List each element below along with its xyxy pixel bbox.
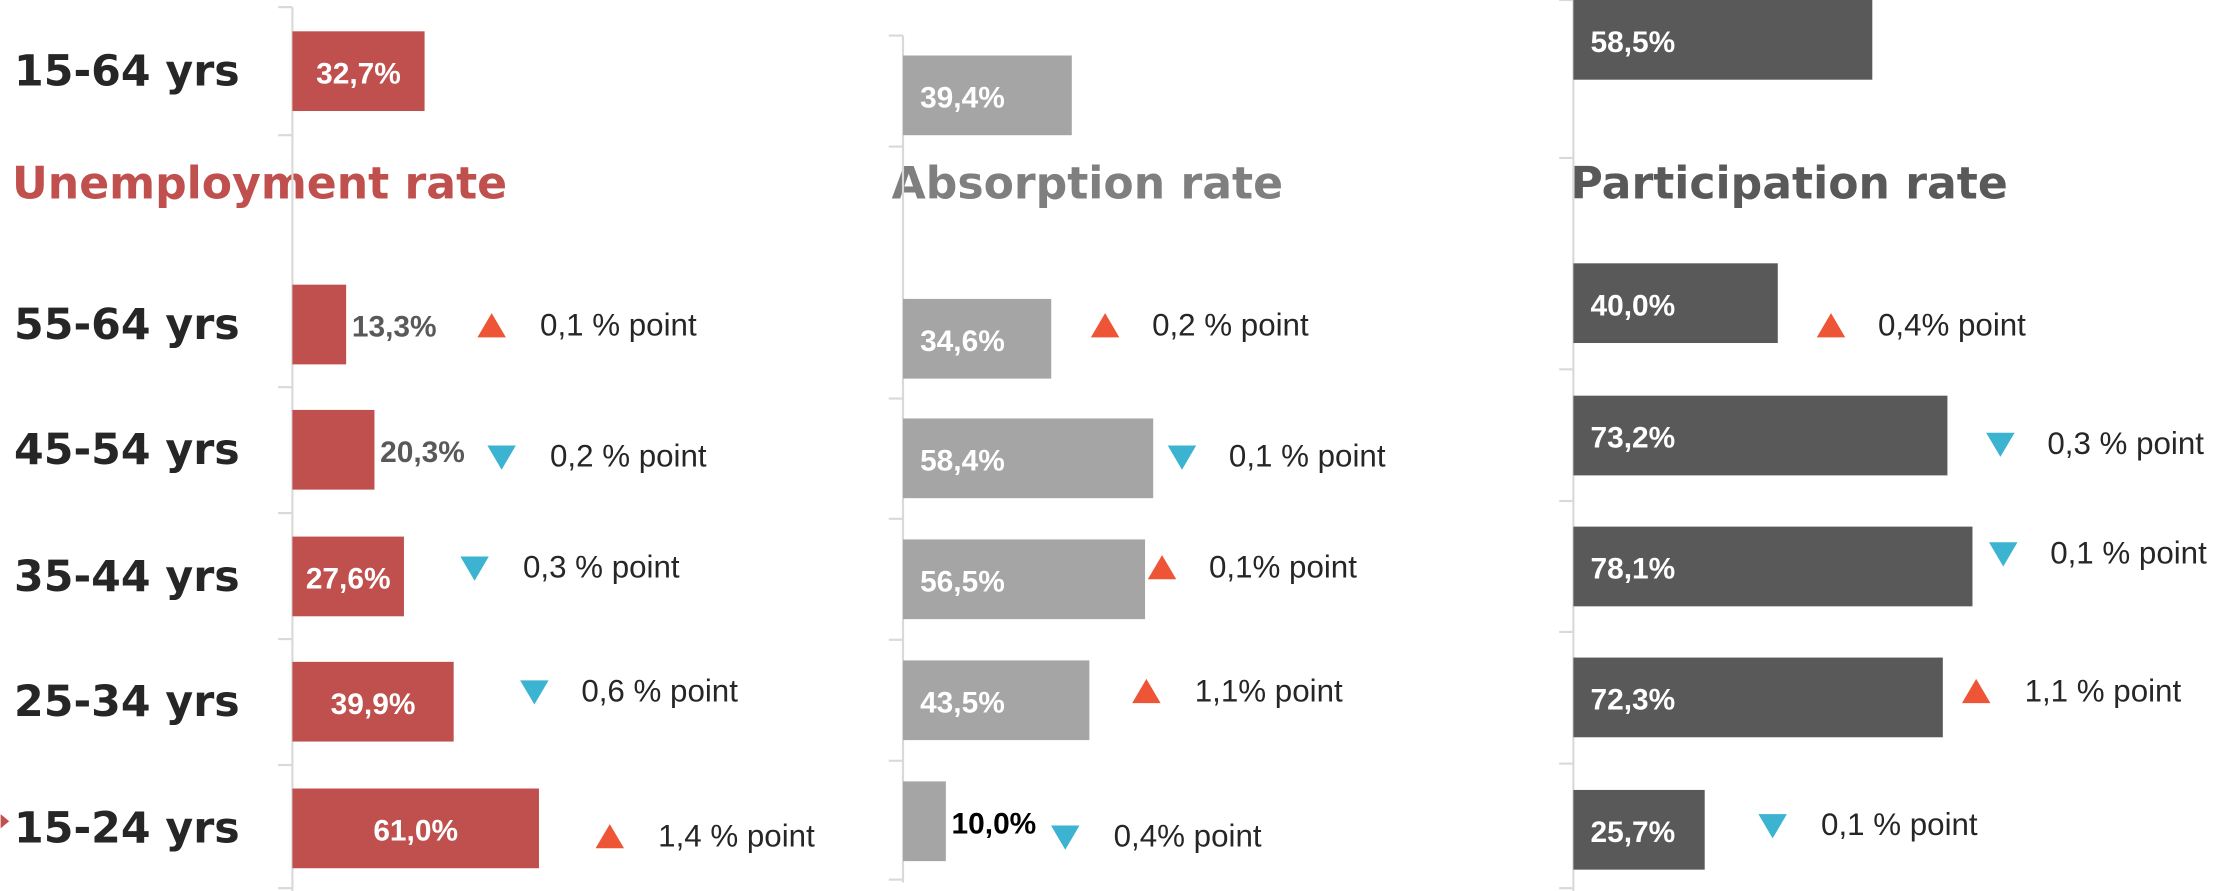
- category-label: 15-24 yrs: [14, 804, 240, 854]
- chart-title: Participation rate: [1571, 158, 2008, 209]
- category-label: 35-44 yrs: [14, 552, 240, 602]
- bar: [903, 55, 1072, 136]
- value-label: 39,9%: [331, 688, 416, 721]
- change-label: 0,3 % point: [2047, 426, 2204, 461]
- change-arrow: [477, 313, 506, 338]
- bar: [292, 536, 404, 617]
- change-label: 0,6 % point: [581, 673, 738, 708]
- change-label: 1,4 % point: [658, 819, 815, 854]
- chart-title: Unemployment rate: [12, 158, 507, 209]
- change-arrow: [595, 824, 625, 849]
- change-arrow: [1988, 542, 2018, 567]
- change-arrow: [1986, 432, 2015, 457]
- category-label: 25-34 yrs: [14, 677, 240, 727]
- change-arrow: [1167, 445, 1197, 470]
- bar: [292, 284, 347, 365]
- value-label: 58,4%: [920, 444, 1005, 477]
- change-arrow: [1816, 313, 1846, 338]
- value-label: 10,0%: [952, 807, 1037, 840]
- change-label: 0,1 % point: [1821, 807, 1978, 842]
- bar: [1573, 657, 1943, 738]
- category-label: 45-54 yrs: [14, 425, 240, 475]
- value-label: 73,2%: [1590, 422, 1675, 455]
- change-arrow: [1961, 678, 1991, 704]
- change-label: 0,2 % point: [1152, 308, 1309, 343]
- change-arrow: [487, 445, 516, 470]
- bar: [903, 781, 946, 862]
- value-label: 32,7%: [316, 57, 401, 90]
- bar: [1573, 0, 1873, 80]
- value-label: 61,0%: [373, 815, 458, 848]
- change-label: 0,1% point: [1209, 550, 1357, 585]
- value-label: 78,1%: [1590, 553, 1675, 586]
- bar: [903, 539, 1146, 620]
- change-arrow: [1132, 678, 1161, 704]
- value-label: 43,5%: [920, 686, 1005, 719]
- change-arrow: [1090, 313, 1120, 338]
- bar: [292, 31, 425, 112]
- bar: [1573, 263, 1778, 344]
- category-label: 55-64 yrs: [14, 300, 240, 350]
- change-label: 1,1% point: [1195, 673, 1343, 708]
- edge-marker: [0, 814, 10, 829]
- value-label: 20,3%: [380, 436, 465, 469]
- change-arrow: [1758, 814, 1787, 839]
- value-label: 13,3%: [352, 311, 437, 344]
- bar: [1573, 526, 1973, 607]
- change-label: 0,3 % point: [523, 550, 680, 585]
- change-label: 0,4% point: [1114, 819, 1262, 854]
- category-label: 15-64 yrs: [14, 47, 240, 97]
- value-label: 72,3%: [1590, 684, 1675, 717]
- bar: [292, 661, 454, 742]
- chart-title: Absorption rate: [892, 158, 1283, 209]
- change-label: 0,2 % point: [550, 439, 707, 474]
- bar: [1573, 395, 1948, 476]
- change-arrow: [1147, 555, 1177, 580]
- change-arrow: [460, 556, 489, 581]
- value-label: 58,5%: [1590, 26, 1675, 59]
- bar: [292, 409, 375, 490]
- change-arrow: [520, 680, 549, 705]
- value-label: 34,6%: [920, 325, 1005, 358]
- change-label: 0,1 % point: [2050, 535, 2207, 570]
- value-label: 25,7%: [1590, 816, 1675, 849]
- change-label: 1,1 % point: [2025, 673, 2182, 708]
- bar: [1573, 789, 1705, 870]
- change-label: 0,1 % point: [540, 308, 697, 343]
- bar: [903, 418, 1154, 499]
- bar: [903, 298, 1052, 379]
- value-label: 40,0%: [1590, 289, 1675, 322]
- bar: [292, 788, 539, 869]
- value-label: 56,5%: [920, 565, 1005, 598]
- change-arrow: [1051, 825, 1080, 850]
- value-label: 27,6%: [306, 563, 391, 596]
- bar: [903, 660, 1090, 741]
- value-label: 39,4%: [920, 82, 1005, 115]
- change-label: 0,1 % point: [1229, 439, 1386, 474]
- change-label: 0,4% point: [1878, 308, 2026, 343]
